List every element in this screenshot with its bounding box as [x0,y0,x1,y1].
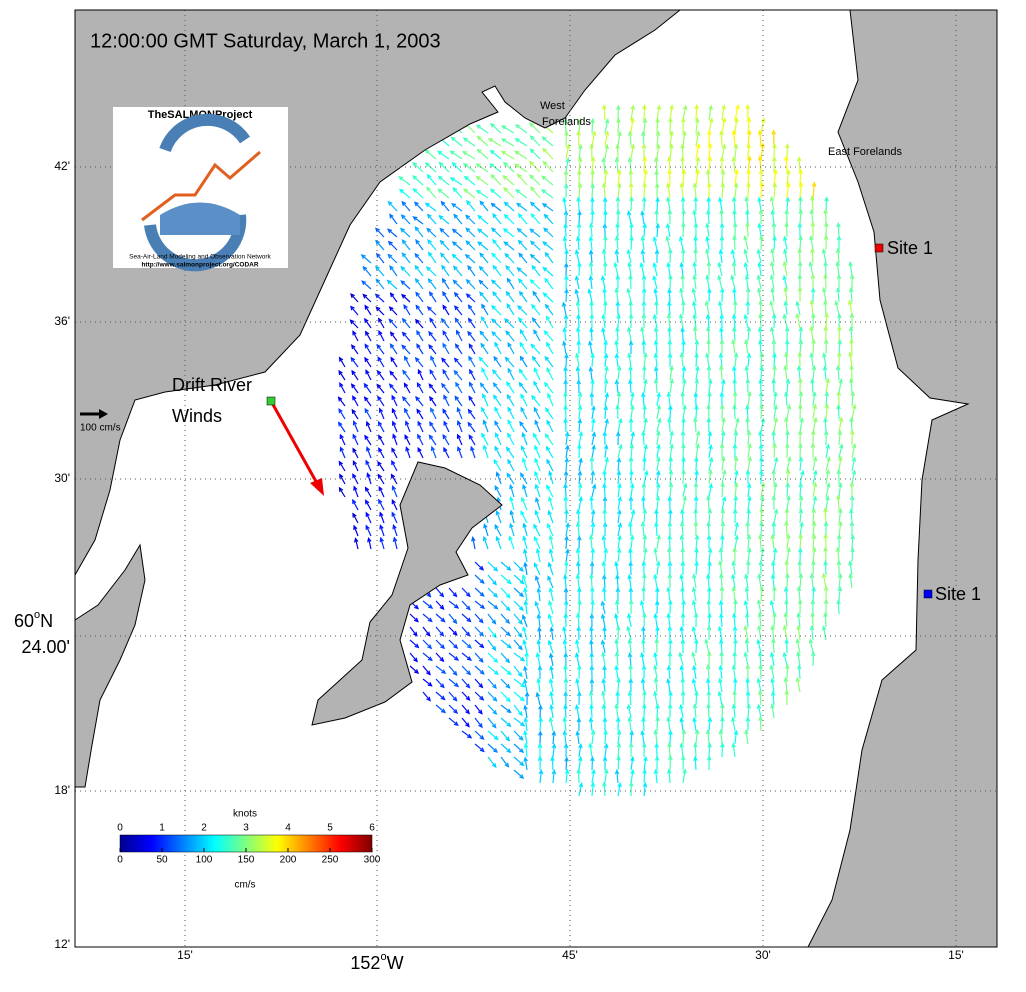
colorbar-tick-label: 6 [369,823,375,834]
colorbar-tick-label: 250 [322,855,339,866]
station-label: Winds [172,406,222,426]
current-vector [787,665,788,679]
site-marker [924,590,932,598]
map-title: 12:00:00 GMT Saturday, March 1, 2003 [90,30,441,52]
place-label: East Forelands [828,146,902,158]
current-vector [657,171,658,185]
y-tick-label: 12' [54,937,70,951]
logo: TheSALMONProject Sea-Air-Land Modeling a… [113,107,288,269]
y-tick-label: 30' [54,471,70,485]
logo-network: Sea-Air-Land Modeling and Observation Ne… [129,254,271,261]
y-main-min: 24.00' [22,637,70,657]
current-vector [761,301,762,315]
current-vector [669,170,670,185]
colorbar-tick-label: 300 [364,855,381,866]
place-label: West [540,100,565,112]
x-tick-label: 30' [755,948,771,962]
y-tick-label: 36' [54,314,70,328]
colorbar-tick-label: 4 [285,823,291,834]
hem: W [387,953,404,973]
place-label: Forelands [542,116,591,128]
colorbar-title: knots [233,809,257,820]
x-main-label: 152oW [350,951,403,973]
site-label: Site 1 [887,238,933,258]
current-vector [787,144,788,159]
scale-label: 100 cm/s [80,423,121,434]
hem: N [40,611,53,631]
y-tick-label: 42' [54,159,70,173]
colorbar-tick-label: 50 [156,855,168,866]
current-vector [618,145,619,159]
y-tick-label: 18' [54,783,70,797]
colorbar-tick-label: 100 [196,855,213,866]
colorbar-tick-label: 3 [243,823,249,834]
x-tick-label: 15' [948,948,964,962]
station-label: Drift River [172,375,252,395]
colorbar-tick-label: 200 [280,855,297,866]
site-marker [875,244,883,252]
current-vector [800,444,801,458]
current-vector [826,210,827,224]
station-marker [267,397,275,405]
deg: 60 [14,611,34,631]
x-tick-label: 15' [177,948,193,962]
logo-url: http://www.salmonproject.org/CODAR [141,262,258,269]
colorbar-tick-label: 0 [117,855,123,866]
y-main-label: 60oN [14,609,53,631]
deg: 152 [350,953,380,973]
colorbar-title: cm/s [234,880,255,891]
x-tick-label: 45' [562,948,578,962]
colorbar-tick-label: 1 [159,823,165,834]
colorbar-tick-label: 0 [117,823,123,834]
colorbar-tick-label: 5 [327,823,333,834]
colorbar-tick-label: 2 [201,823,207,834]
site-label: Site 1 [935,584,981,604]
colorbar-tick-label: 150 [238,855,255,866]
